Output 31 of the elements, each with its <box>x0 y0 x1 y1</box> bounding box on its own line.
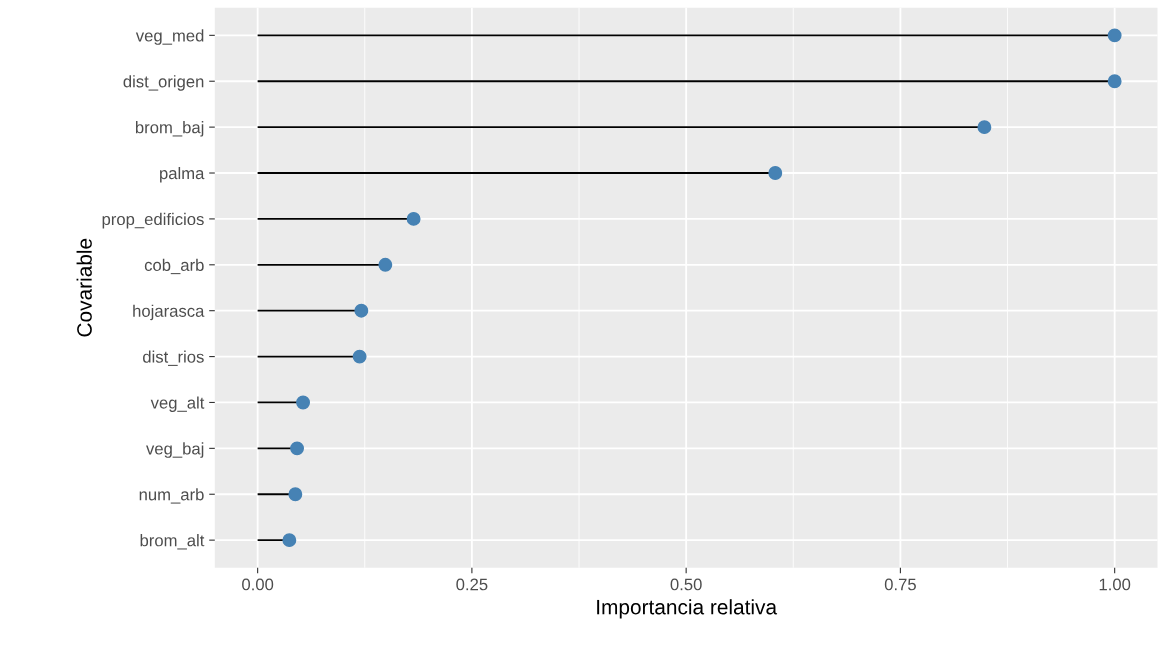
point <box>288 487 303 502</box>
point <box>354 303 369 318</box>
x-tick-label: 1.00 <box>1099 578 1131 591</box>
point <box>1107 28 1122 43</box>
x-tick-label: 0.75 <box>884 578 916 591</box>
y-tick-label: prop_edificios <box>102 212 204 229</box>
point <box>378 257 393 272</box>
y-tick-label: num_arb <box>139 488 204 504</box>
x-tick-label: 0.25 <box>456 578 488 591</box>
point <box>352 349 367 364</box>
y-tick-label: brom_baj <box>135 121 204 137</box>
point <box>296 395 311 410</box>
y-tick-label: dist_rios <box>143 350 204 366</box>
x-tick-label: 0.50 <box>670 578 702 591</box>
y-tick-label: dist_origen <box>123 75 204 91</box>
point <box>977 120 992 135</box>
y-tick-label: veg_med <box>135 29 204 45</box>
point <box>406 211 421 226</box>
y-tick-label: veg_alt <box>150 396 205 412</box>
y-tick-label: cob_arb <box>144 258 204 275</box>
y-axis-title: Covariable <box>76 238 92 337</box>
y-tick-label: veg_baj <box>146 442 204 458</box>
x-axis-title: Importancia relativa <box>597 599 778 619</box>
point <box>768 166 783 180</box>
y-tick-label: palma <box>160 166 205 183</box>
point <box>290 441 305 456</box>
y-tick-label: brom_alt <box>140 534 205 550</box>
point <box>1107 74 1122 89</box>
x-tick-label: 0.00 <box>242 578 274 591</box>
y-tick-label: hojarasca <box>133 304 205 321</box>
point <box>282 533 297 548</box>
